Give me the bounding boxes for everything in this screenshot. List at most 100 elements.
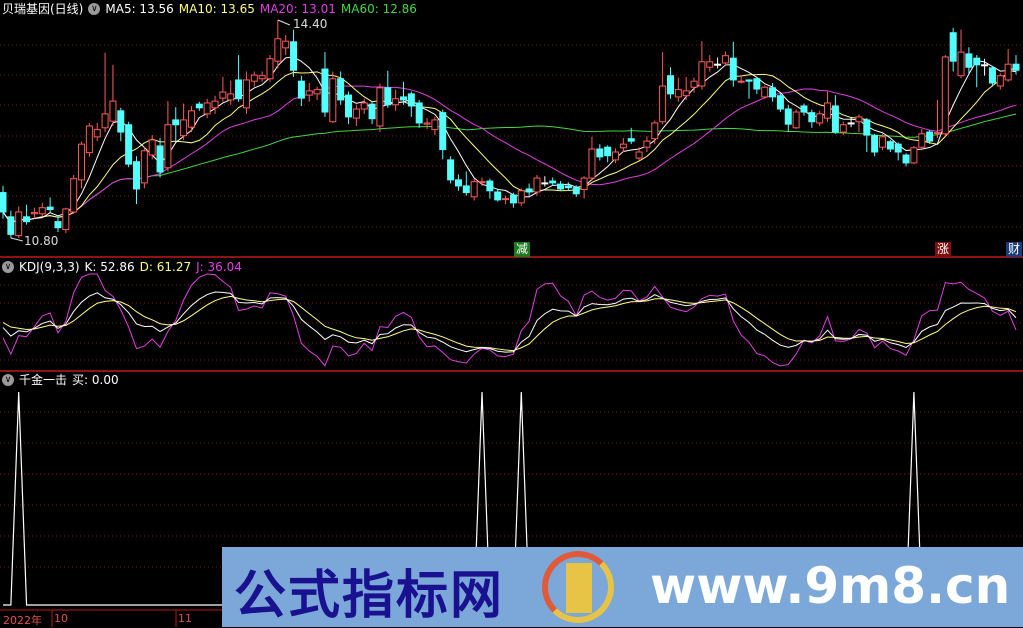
signal-title: 千金一击 xyxy=(19,373,68,387)
candle-body xyxy=(761,86,769,98)
candle-body xyxy=(816,113,824,124)
candle-body xyxy=(509,194,517,204)
candle-body xyxy=(399,96,407,101)
date-axis-nov: 11 xyxy=(178,612,192,625)
candle-body xyxy=(737,80,745,83)
watermark: 公式指标网 www.9m8.cn xyxy=(222,547,1023,627)
chevron-down-icon[interactable]: ∨ xyxy=(88,3,101,15)
candle-body xyxy=(941,56,949,135)
candle-body xyxy=(62,208,70,231)
candle-body xyxy=(706,61,714,68)
candle-body xyxy=(462,185,470,194)
candle-body xyxy=(195,103,203,109)
candle-body xyxy=(792,111,800,129)
candle-body xyxy=(690,80,698,88)
candle-body xyxy=(368,103,376,120)
candle-body xyxy=(180,119,188,137)
candle-body xyxy=(800,105,808,113)
candle-body xyxy=(447,159,455,181)
candle-body xyxy=(541,182,549,185)
candle-body xyxy=(517,190,525,204)
candle-body xyxy=(297,80,305,99)
candle-body xyxy=(957,51,965,77)
watermark-url: www.9m8.cn xyxy=(650,557,1011,615)
candle-body xyxy=(172,119,180,126)
candle-body xyxy=(219,91,227,99)
marker-zhang[interactable]: 涨 xyxy=(935,242,951,257)
candle-body xyxy=(557,183,565,190)
watermark-logo-icon xyxy=(542,551,614,623)
signal-buy-value: 买: 0.00 xyxy=(72,373,119,387)
candle-body xyxy=(776,95,784,110)
candle-body xyxy=(753,78,761,90)
candle-body xyxy=(745,79,753,82)
candle-body xyxy=(376,87,384,127)
candle-body xyxy=(808,112,816,123)
candle-body xyxy=(769,87,777,98)
date-axis-oct: 10 xyxy=(54,612,68,625)
candle-body xyxy=(329,78,337,123)
marker-jian[interactable]: 减 xyxy=(514,242,530,257)
kdj-j-value: J: 36.04 xyxy=(196,260,242,274)
candle-body xyxy=(855,116,863,123)
candle-body xyxy=(549,180,557,184)
candle-body xyxy=(698,61,706,87)
candle-body xyxy=(70,178,78,213)
candle-body xyxy=(321,68,329,113)
candle-body xyxy=(643,140,651,148)
candle-body xyxy=(109,100,117,122)
kdj-d-value: D: 61.27 xyxy=(139,260,192,274)
candle-body xyxy=(7,216,15,235)
candle-body xyxy=(863,119,871,136)
candle-body xyxy=(345,94,353,118)
ma20-value: MA20: 13.01 xyxy=(259,2,336,16)
candle-body xyxy=(635,151,643,159)
chevron-down-icon[interactable]: ∨ xyxy=(2,374,14,386)
ma10-line xyxy=(2,65,1017,224)
candle-body xyxy=(38,207,46,215)
candle-body xyxy=(894,143,902,153)
candle-body xyxy=(274,38,282,62)
kdj-pane-header: ∨ KDJ(9,3,3) K: 52.86 D: 61.27 J: 36.04 xyxy=(2,259,242,275)
candle-body xyxy=(839,124,847,133)
candle-body xyxy=(415,102,423,124)
candle-body xyxy=(431,119,439,131)
candle-body xyxy=(933,132,941,135)
candle-body xyxy=(478,181,486,184)
ma5-value: MA5: 13.56 xyxy=(105,2,174,16)
candle-body xyxy=(132,161,140,190)
main-pane-header: 贝瑞基因(日线) ∨ MA5: 13.56 MA10: 13.65 MA20: … xyxy=(2,1,417,17)
candle-body xyxy=(30,212,38,215)
candle-body xyxy=(666,75,674,95)
kdj-j-line xyxy=(2,273,1017,367)
candle-body xyxy=(588,148,596,179)
candle-body xyxy=(352,108,360,119)
candle-body xyxy=(46,206,54,211)
candle-body xyxy=(211,100,219,109)
candle-body xyxy=(879,136,887,148)
candle-body xyxy=(266,58,274,80)
candle-body xyxy=(101,113,109,129)
candle-body xyxy=(23,216,31,223)
candle-body xyxy=(988,67,996,84)
candle-body xyxy=(258,75,266,80)
marker-cai[interactable]: 财 xyxy=(1006,242,1022,257)
candle-body xyxy=(996,75,1004,87)
candle-body xyxy=(250,74,258,82)
candle-body xyxy=(918,133,926,148)
candle-body xyxy=(926,131,934,142)
candle-body xyxy=(85,125,93,154)
candle-body xyxy=(0,192,7,213)
candle-body xyxy=(290,41,298,71)
candle-body xyxy=(203,102,211,115)
candle-body xyxy=(572,187,580,195)
candle-body xyxy=(235,79,243,100)
candle-body xyxy=(78,143,86,181)
candle-body xyxy=(604,146,612,157)
candle-body xyxy=(1012,63,1020,71)
candle-body xyxy=(494,191,502,201)
candle-body xyxy=(470,181,478,198)
candle-body xyxy=(54,221,62,229)
chevron-down-icon[interactable]: ∨ xyxy=(2,261,14,273)
